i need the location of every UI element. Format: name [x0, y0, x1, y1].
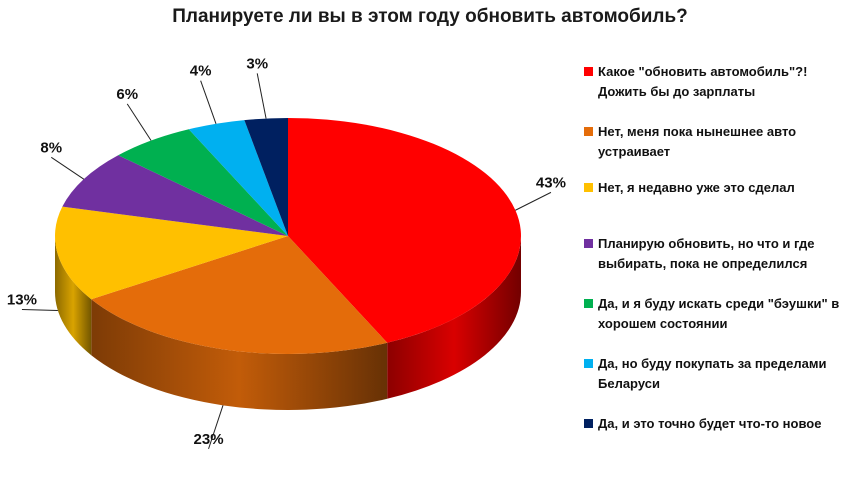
leader-line-6	[256, 73, 267, 119]
chart-title: Планируете ли вы в этом году обновить ав…	[172, 6, 688, 27]
leader-line-0	[515, 191, 552, 211]
pie-side-2	[55, 236, 92, 356]
pie-slice-5	[188, 120, 288, 236]
value-label-4: 6%	[116, 86, 138, 103]
pie-slice-1	[91, 236, 388, 354]
pie-slice-4	[118, 129, 289, 236]
value-label-3: 8%	[40, 139, 62, 156]
value-label-2: 13%	[7, 292, 37, 309]
pie-side-0	[387, 236, 521, 399]
leader-line-2	[21, 309, 58, 311]
pie-side-1	[91, 299, 388, 411]
pie-side-walls	[55, 236, 521, 411]
leader-line-5	[200, 80, 217, 124]
value-label-1: 23%	[194, 431, 224, 448]
leader-line-4	[126, 103, 152, 141]
leader-line-3	[50, 156, 85, 180]
pie-slice-2	[54, 206, 289, 300]
legend-swatch-0	[584, 67, 593, 76]
pie-slice-0	[288, 118, 522, 343]
pie-slice-3	[62, 155, 288, 236]
legend-label-2: Нет, я недавно уже это сделал	[598, 180, 795, 195]
value-label-6: 3%	[246, 55, 268, 72]
value-labels: 43% 23% 13% 8% 6% 4% 3%	[7, 55, 566, 447]
legend-swatch-3	[584, 239, 593, 248]
value-label-0: 43%	[536, 174, 566, 191]
value-label-5: 4%	[190, 63, 212, 80]
legend-swatch-4	[584, 299, 593, 308]
legend-label-6: Да, и это точно будет что-то новое	[598, 416, 822, 431]
leader-line-1	[208, 405, 224, 450]
pie-slices	[54, 118, 522, 354]
leader-lines	[21, 73, 552, 450]
legend-label-4: Да, и я буду искать среди "бэушки" в хор…	[598, 296, 840, 331]
legend-swatch-6	[584, 419, 593, 428]
legend-label-5: Да, но буду покупать за пределами Белару…	[598, 356, 827, 391]
pie-slice-6	[244, 118, 288, 236]
legend-swatch-1	[584, 127, 593, 136]
legend-swatch-2	[584, 183, 593, 192]
legend-swatch-5	[584, 359, 593, 368]
legend-label-1: Нет, меня пока нынешнее авто устраивает	[598, 124, 797, 159]
legend-label-3: Планирую обновить, но что и где выбирать…	[598, 236, 815, 271]
legend-label-0: Какое "обновить автомобиль"?! Дожить бы …	[598, 64, 808, 99]
